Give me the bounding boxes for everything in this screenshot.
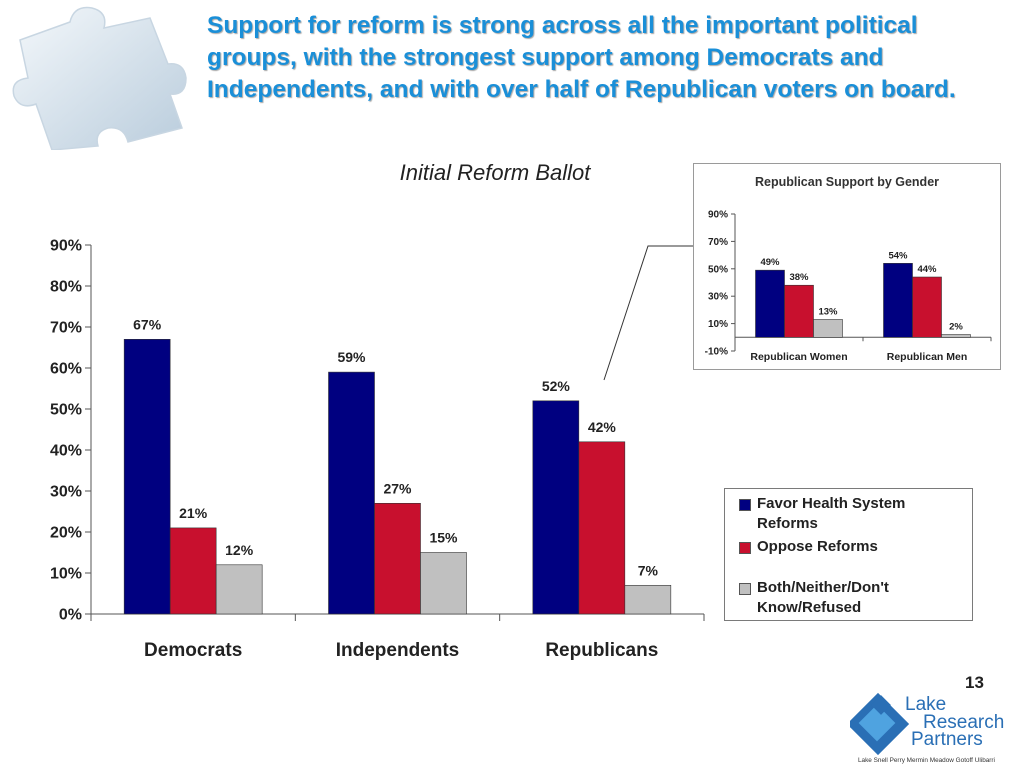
legend-item-favor: Favor Health System Reforms bbox=[739, 494, 957, 534]
logo-line1: Lake bbox=[905, 694, 946, 715]
data-label: 52% bbox=[542, 378, 571, 394]
y-tick-label: 20% bbox=[50, 525, 82, 542]
y-tick-label: 70% bbox=[50, 320, 82, 337]
legend-label-oppose: Oppose Reforms bbox=[757, 538, 878, 555]
data-label: 21% bbox=[179, 505, 208, 521]
bar-0-1 bbox=[328, 371, 375, 615]
main-chart: 0% 10% 20% 30% 40% 50% 60% 70% 80% 90% 67% 21% 12% De… bbox=[50, 238, 705, 661]
bar-2-0 bbox=[215, 564, 263, 615]
y-tick-label: 80% bbox=[50, 279, 82, 296]
data-label: 38% bbox=[789, 272, 809, 283]
bar-2-2 bbox=[624, 584, 672, 615]
chart-legend: Favor Health System Reforms Oppose Refor… bbox=[724, 488, 973, 621]
data-label: 15% bbox=[429, 530, 458, 546]
y-tick-label: 40% bbox=[50, 443, 82, 460]
logo-line3: Partners bbox=[911, 729, 983, 750]
logo-partners: Lake Snell Perry Mermin Meadow Gotoff Ul… bbox=[858, 757, 995, 764]
bar-1-1 bbox=[912, 276, 942, 338]
bar-0-2 bbox=[532, 400, 580, 615]
legend-item-both: Both/Neither/Don't Know/Refused bbox=[739, 578, 957, 618]
bar-1-0 bbox=[169, 527, 217, 615]
inset-chart: Republican Support by Gender -10% 10% 30% 50… bbox=[705, 175, 992, 363]
legend-swatch-favor bbox=[739, 499, 751, 511]
data-label: 44% bbox=[917, 264, 937, 275]
y-tick-label: 70% bbox=[708, 237, 728, 248]
y-tick-label: 10% bbox=[50, 566, 82, 583]
y-tick-label: 50% bbox=[50, 402, 82, 419]
data-label: 67% bbox=[133, 316, 162, 332]
data-label: 59% bbox=[337, 349, 366, 365]
main-chart-title: Initial Reform Ballot bbox=[399, 160, 591, 185]
legend-label-favor: Favor Health System Reforms bbox=[757, 495, 906, 532]
lake-research-partners-logo: Lake Research Partners Lake Snell Perry … bbox=[850, 692, 1004, 764]
y-tick-label: 60% bbox=[50, 361, 82, 378]
data-label: 12% bbox=[225, 542, 254, 558]
bar-1-1 bbox=[374, 502, 421, 615]
bar-2-1 bbox=[941, 334, 971, 338]
y-tick-label: 30% bbox=[708, 292, 728, 303]
category-label: Republican Women bbox=[750, 351, 847, 363]
page-number: 13 bbox=[965, 673, 984, 692]
bar-0-1 bbox=[883, 263, 913, 338]
data-label: 27% bbox=[383, 480, 412, 496]
bar-0-0 bbox=[123, 339, 171, 615]
y-tick-label: 10% bbox=[708, 319, 728, 330]
bar-2-0 bbox=[813, 319, 843, 338]
data-label: 49% bbox=[760, 257, 780, 268]
bar-1-0 bbox=[784, 284, 814, 338]
category-label: Republicans bbox=[545, 640, 658, 661]
bar-2-1 bbox=[420, 552, 467, 615]
legend-swatch-oppose bbox=[739, 542, 751, 554]
data-label: 54% bbox=[888, 250, 908, 261]
inset-chart-box: Republican Support by Gender -10% 10% 30% 50… bbox=[693, 163, 1001, 370]
y-tick-label: 50% bbox=[708, 264, 728, 275]
logo-line2: Research bbox=[923, 712, 1004, 733]
category-label: Independents bbox=[336, 640, 460, 661]
inset-chart-title: Republican Support by Gender bbox=[755, 175, 939, 189]
legend-swatch-both bbox=[739, 583, 751, 595]
y-tick-label: 0% bbox=[59, 607, 82, 624]
data-label: 7% bbox=[638, 562, 659, 578]
puzzle-piece-decoration bbox=[12, 6, 187, 150]
y-tick-label: 90% bbox=[708, 210, 728, 221]
category-label: Democrats bbox=[144, 640, 242, 661]
logo-puzzle-icon bbox=[850, 692, 910, 756]
bar-0-0 bbox=[755, 269, 785, 338]
y-tick-label: -10% bbox=[705, 347, 728, 358]
legend-item-oppose: Oppose Reforms bbox=[739, 537, 957, 557]
data-label: 42% bbox=[588, 419, 617, 435]
headline: Support for reform is strong across all … bbox=[207, 12, 956, 103]
data-label: 2% bbox=[949, 322, 963, 333]
y-tick-label: 90% bbox=[50, 238, 82, 255]
category-label: Republican Men bbox=[887, 351, 968, 363]
legend-label-both: Both/Neither/Don't Know/Refused bbox=[757, 579, 889, 616]
data-label: 13% bbox=[818, 306, 838, 317]
y-tick-label: 30% bbox=[50, 484, 82, 501]
bar-1-2 bbox=[578, 441, 626, 615]
